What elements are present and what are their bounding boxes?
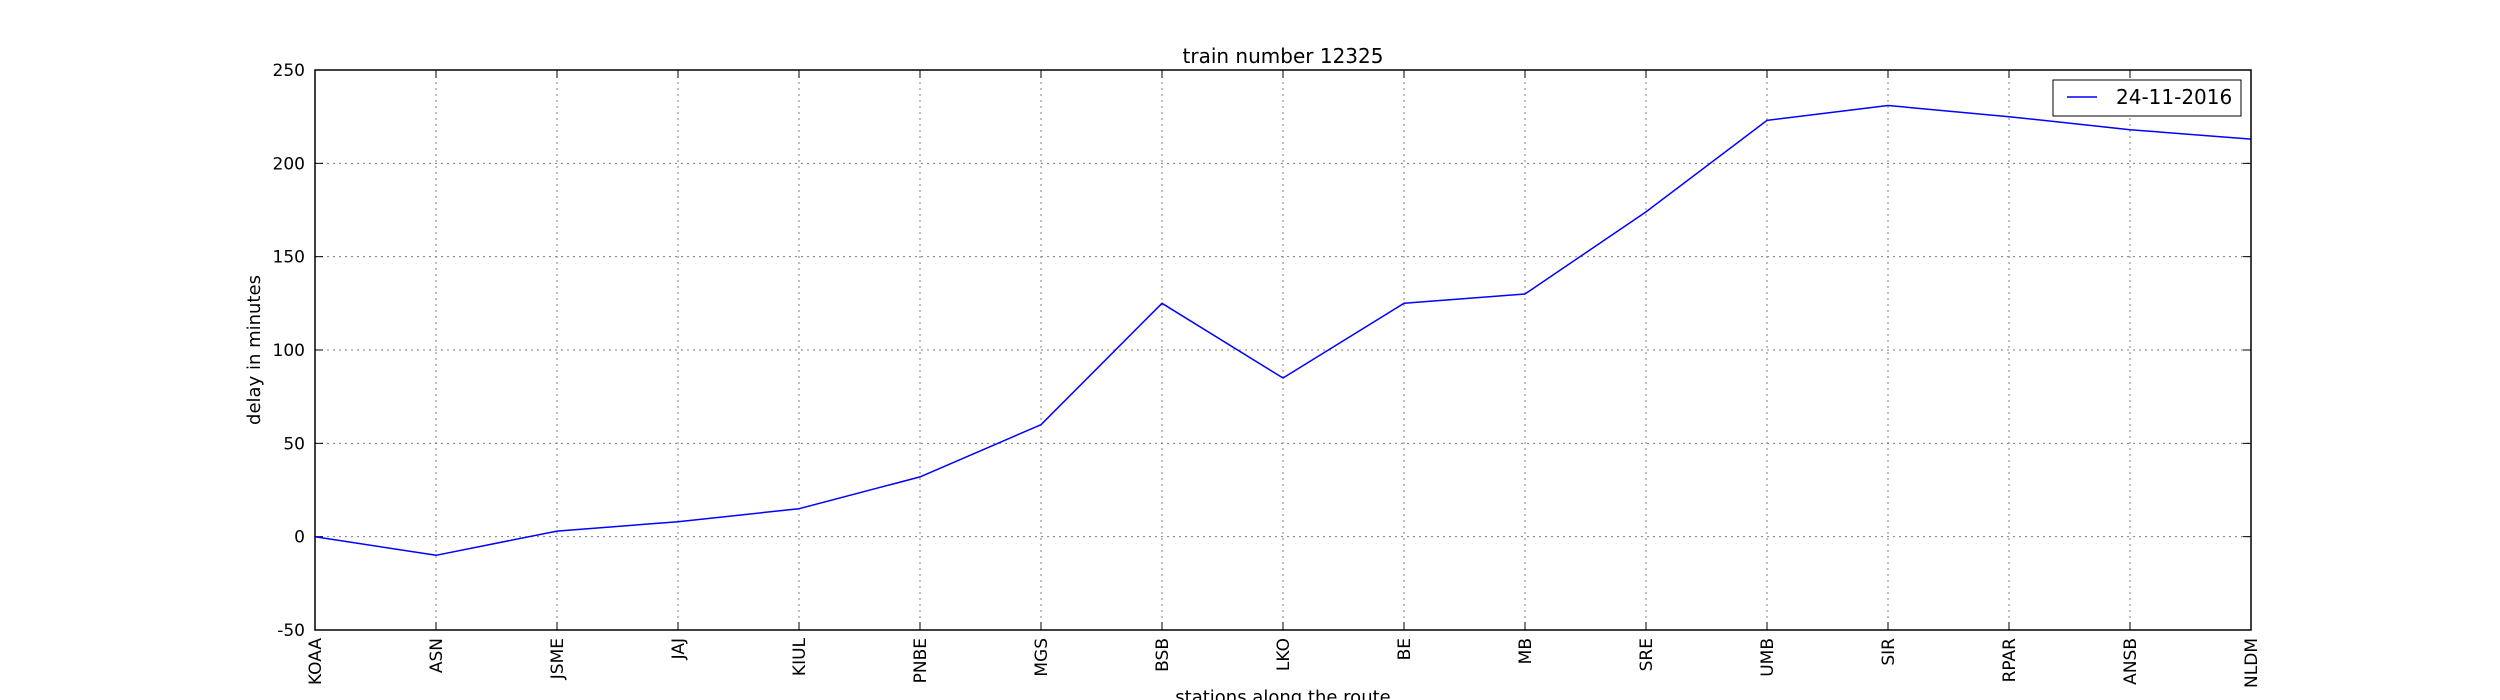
plot-frame (314, 69, 2252, 631)
x-tick-label: JAJ (669, 638, 689, 660)
x-tick-label: UMB (1758, 638, 1778, 677)
x-tick-label: PNBE (911, 638, 931, 683)
y-axis-ticks: -50 0 50 100 150 200 250 (273, 61, 2251, 641)
y-tick-label: 200 (273, 154, 305, 174)
legend: 24-11-2016 (2052, 79, 2242, 117)
x-tick-label: KOAA (306, 638, 326, 685)
grid (314, 69, 2252, 631)
x-tick-label: BSB (1153, 638, 1173, 672)
x-tick-label: MB (1516, 638, 1536, 664)
x-tick-label: KIUL (790, 637, 810, 676)
chart-title: train number 12325 (1183, 44, 1384, 68)
x-axis-title: stations along the route (1175, 687, 1390, 700)
x-tick-label: ASN (427, 638, 447, 673)
x-tick-label: SRE (1637, 638, 1657, 671)
y-tick-label: 50 (283, 434, 305, 454)
y-tick-label: 250 (273, 61, 305, 81)
x-axis-ticks: KOAA ASN JSME JAJ KIUL PNBE MGS BSB LKO BE MB SRE UM… (306, 70, 2262, 688)
x-tick-label: JSME (548, 638, 568, 680)
y-tick-label: 150 (273, 248, 305, 268)
legend-box (2052, 79, 2242, 117)
y-tick-label: 100 (273, 341, 305, 361)
y-tick-label: 0 (294, 528, 305, 548)
x-tick-label: BE (1395, 638, 1415, 660)
x-tick-label: NLDM (2242, 638, 2262, 688)
legend-label: 24-11-2016 (2116, 85, 2232, 109)
x-tick-label: MGS (1032, 638, 1052, 677)
x-tick-label: ANSB (2121, 638, 2141, 685)
x-tick-label: LKO (1274, 638, 1294, 671)
y-tick-label: -50 (277, 621, 305, 641)
series-line (314, 104, 2252, 557)
x-tick-label: RPAR (2000, 638, 2020, 683)
x-tick-label: SIR (1879, 638, 1899, 666)
y-axis-title: delay in minutes (244, 275, 265, 425)
series-layer (314, 104, 2252, 557)
